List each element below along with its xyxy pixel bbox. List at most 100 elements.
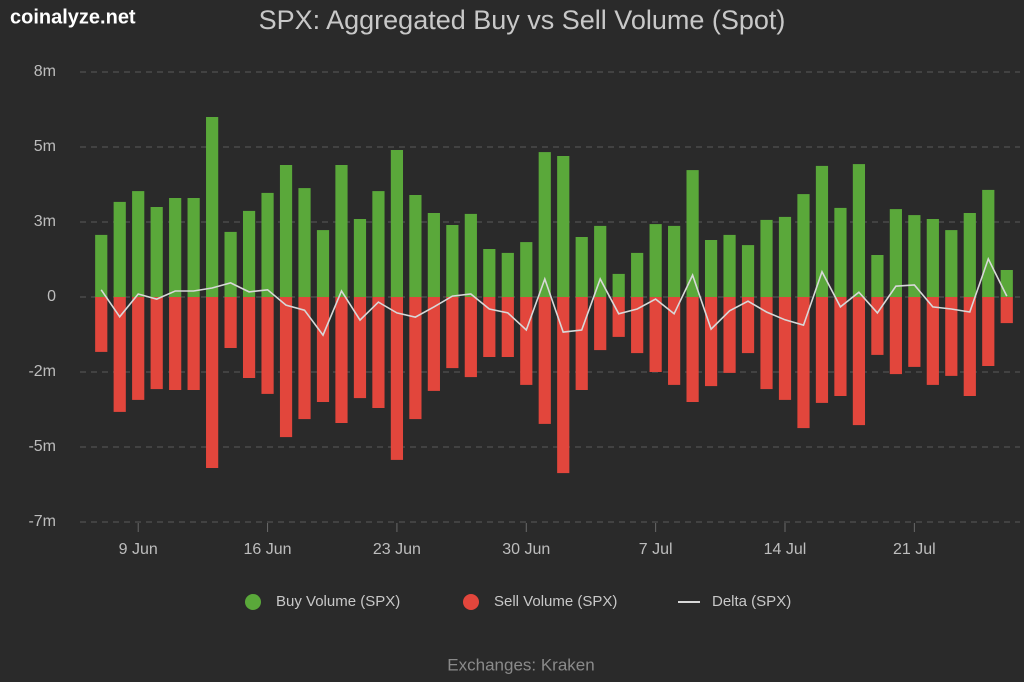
bar xyxy=(741,297,755,354)
bar xyxy=(704,297,718,387)
watermark: coinalyze.net xyxy=(10,6,136,28)
bar xyxy=(1000,270,1013,297)
bar xyxy=(206,297,219,468)
bar xyxy=(557,156,570,297)
bar xyxy=(224,297,237,348)
x-tick-label: 30 Jun xyxy=(502,541,550,558)
bar xyxy=(834,207,847,297)
bar xyxy=(446,297,459,369)
bar xyxy=(575,237,588,297)
bar xyxy=(594,225,607,297)
bar xyxy=(390,297,404,460)
bar xyxy=(594,297,607,351)
bar xyxy=(279,165,293,297)
bar xyxy=(427,213,440,297)
bar xyxy=(353,297,367,399)
y-tick-label: -2m xyxy=(28,363,56,380)
bar xyxy=(815,297,829,403)
bar xyxy=(963,297,976,396)
bar xyxy=(520,297,533,385)
x-tick-label: 23 Jun xyxy=(373,541,421,558)
bar xyxy=(926,219,939,297)
bar xyxy=(723,234,736,297)
bar xyxy=(298,188,311,297)
source-note: Exchanges: Kraken xyxy=(447,655,594,674)
bar xyxy=(279,297,293,438)
bar xyxy=(409,195,422,297)
bar xyxy=(113,201,126,297)
bar xyxy=(926,297,939,385)
bar xyxy=(335,165,348,297)
bar xyxy=(316,297,330,402)
bar xyxy=(520,242,533,297)
bar xyxy=(187,297,200,390)
bar xyxy=(686,297,699,402)
bar xyxy=(760,297,773,390)
bar xyxy=(150,297,163,390)
bar xyxy=(353,219,367,297)
y-tick-label: 8m xyxy=(34,63,56,80)
bar xyxy=(778,216,792,297)
bar xyxy=(704,240,718,297)
bar xyxy=(631,297,644,354)
x-tick-label: 9 Jun xyxy=(119,541,158,558)
bar xyxy=(169,297,182,390)
bar xyxy=(1000,297,1013,324)
x-tick-label: 7 Jul xyxy=(639,541,673,558)
bar xyxy=(982,189,995,297)
bar xyxy=(95,234,108,297)
bar xyxy=(150,207,163,297)
bar xyxy=(575,297,588,390)
bar xyxy=(982,297,995,366)
bar xyxy=(538,152,551,297)
bar xyxy=(945,230,958,297)
bar xyxy=(298,297,311,420)
bar xyxy=(557,297,570,474)
bar xyxy=(649,297,662,372)
y-tick-label: -5m xyxy=(28,438,56,455)
bar xyxy=(945,297,958,376)
bar xyxy=(483,297,496,357)
bar xyxy=(390,150,404,297)
bar xyxy=(889,209,902,297)
bar xyxy=(760,219,773,297)
bar xyxy=(187,198,200,297)
bar xyxy=(501,297,514,357)
bar xyxy=(778,297,792,400)
bar xyxy=(723,297,736,373)
y-tick-label: 5m xyxy=(34,138,56,155)
legend-marker xyxy=(245,594,261,610)
bar xyxy=(261,192,274,297)
bar xyxy=(668,297,681,385)
bar xyxy=(852,297,866,426)
bar xyxy=(871,255,884,297)
delta-line xyxy=(100,256,1008,337)
y-tick-label: 3m xyxy=(34,213,56,230)
bar xyxy=(538,297,551,424)
bar xyxy=(668,225,681,297)
bar xyxy=(889,297,902,375)
bar xyxy=(612,297,625,337)
bar xyxy=(649,224,662,297)
chart-title: SPX: Aggregated Buy vs Sell Volume (Spot… xyxy=(259,5,786,35)
bar xyxy=(132,297,145,400)
bar xyxy=(169,198,182,297)
bar xyxy=(797,297,810,429)
y-tick-label: -7m xyxy=(28,513,56,530)
legend-marker xyxy=(463,594,479,610)
bar xyxy=(335,297,348,423)
bar xyxy=(908,215,921,297)
bar xyxy=(741,245,755,297)
bar xyxy=(852,164,866,297)
legend-label: Delta (SPX) xyxy=(712,593,791,610)
bar xyxy=(483,249,496,297)
bar xyxy=(242,297,256,378)
y-tick-label: 0 xyxy=(47,288,56,305)
bar xyxy=(464,213,477,297)
bar xyxy=(686,170,699,297)
bar xyxy=(446,225,459,297)
bar xyxy=(224,231,237,297)
bar xyxy=(261,297,274,394)
bar xyxy=(372,191,385,297)
